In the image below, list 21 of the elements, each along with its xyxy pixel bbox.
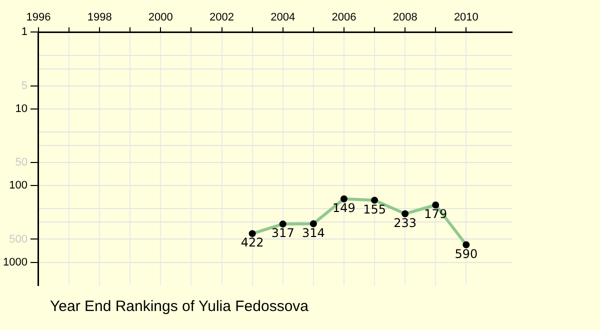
x-tick-label: 2000 (148, 12, 173, 24)
data-label: 179 (424, 207, 448, 222)
y-tick-label: 100 (9, 180, 28, 192)
data-label: 155 (363, 202, 386, 216)
y-tick-label: 1000 (2, 256, 28, 268)
data-label: 149 (332, 201, 356, 216)
y-tick-label: 1 (21, 26, 28, 38)
data-label: 317 (271, 226, 294, 240)
x-tick-label: 2010 (454, 12, 478, 24)
data-label: 422 (240, 236, 264, 250)
x-tick-label: 1996 (26, 12, 51, 24)
data-label: 590 (454, 246, 478, 261)
y-tick-label: 10 (15, 102, 28, 115)
x-tick-label: 2004 (270, 12, 296, 24)
data-label: 314 (302, 226, 325, 240)
x-tick-label: 2002 (210, 12, 234, 24)
data-label: 233 (394, 216, 417, 230)
text: Year End Rankings of Yulia Fedossova (50, 298, 309, 315)
x-tick-label: 2008 (392, 12, 418, 24)
x-tick-label: 2006 (332, 12, 356, 24)
x-tick-label: 1998 (87, 12, 112, 24)
